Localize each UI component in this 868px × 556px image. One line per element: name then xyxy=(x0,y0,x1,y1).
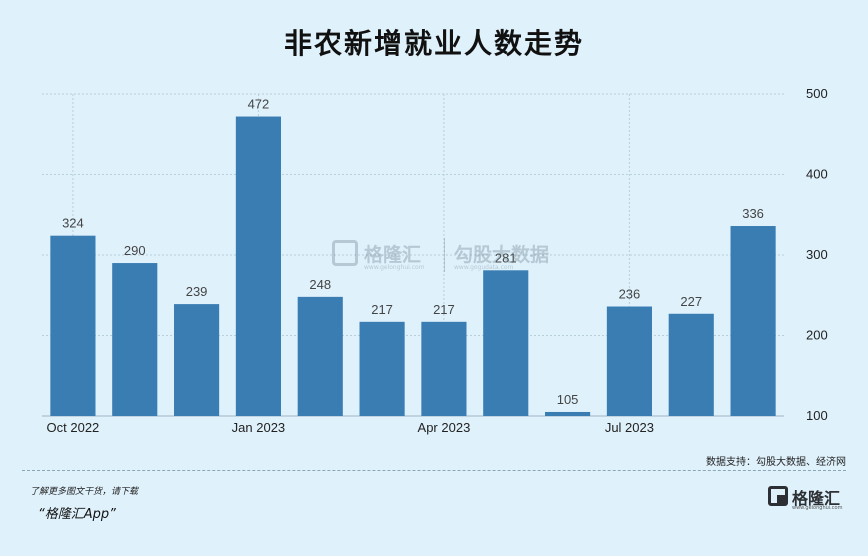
data-label: 472 xyxy=(248,97,270,112)
bar-dec-2022 xyxy=(174,304,220,416)
logo-url: www.gelonghui.com xyxy=(792,505,843,511)
watermark-logo-icon xyxy=(332,240,358,266)
watermark-brand-2: 勾股大数据 xyxy=(454,244,550,266)
logo-icon xyxy=(768,486,788,506)
bar-feb-2023 xyxy=(297,296,343,416)
watermark: 格隆汇 www.gelonghui.com 勾股大数据 www.gogudata… xyxy=(332,234,572,278)
watermark-separator xyxy=(444,238,445,272)
data-label: 290 xyxy=(124,243,146,258)
bar-jul-2023 xyxy=(606,306,652,416)
y-tick-label: 300 xyxy=(806,247,828,262)
y-tick-label: 400 xyxy=(806,167,828,182)
data-label: 239 xyxy=(186,284,208,299)
logo-text: 格隆汇 xyxy=(792,489,841,508)
chart-title: 非农新增就业人数走势 xyxy=(283,27,584,60)
bar-jun-2023 xyxy=(545,411,591,416)
x-axis-ticks: Oct 2022 Jan 2023 Apr 2023 Jul 2023 xyxy=(47,420,654,435)
y-tick-label: 200 xyxy=(806,328,828,343)
bar-apr-2023 xyxy=(421,321,467,416)
x-tick-label: Jul 2023 xyxy=(605,420,654,435)
data-label: 248 xyxy=(309,277,331,292)
data-label: 217 xyxy=(433,302,455,317)
x-tick-label: Oct 2022 xyxy=(47,420,100,435)
bar-jan-2023 xyxy=(235,116,281,416)
watermark-brand-1-url: www.gelonghui.com xyxy=(364,264,425,271)
data-label: 336 xyxy=(742,206,764,221)
data-label: 324 xyxy=(62,216,84,231)
data-label: 236 xyxy=(619,287,641,302)
data-label: 227 xyxy=(680,294,702,309)
y-tick-label: 100 xyxy=(806,408,828,423)
data-label: 281 xyxy=(495,250,517,265)
watermark-brand-2-url: www.gogudata.com xyxy=(454,264,514,271)
bar-aug-2023 xyxy=(668,313,714,416)
footer-divider xyxy=(22,470,846,471)
data-source: 数据支持：勾股大数据、经济网 xyxy=(706,457,846,468)
y-tick-label: 500 xyxy=(806,86,828,101)
bar-group xyxy=(50,116,776,416)
bar-mar-2023 xyxy=(359,321,405,416)
bar-sep-2023 xyxy=(730,226,776,416)
gelonghui-logo[interactable]: 格隆汇 www.gelonghui.com xyxy=(768,486,858,516)
x-tick-label: Apr 2023 xyxy=(418,420,471,435)
footer-app-name: “格隆汇App” xyxy=(38,507,116,522)
data-labels: 324 290 239 472 248 217 217 281 105 236 227 336 xyxy=(62,97,764,407)
bar-may-2023 xyxy=(483,270,529,416)
data-label: 217 xyxy=(371,302,393,317)
bar-oct-2022 xyxy=(50,235,96,416)
y-axis-ticks: 100 200 300 400 500 xyxy=(806,86,828,423)
footer-promo-text: 了解更多图文干货，请下载 xyxy=(30,487,139,497)
bar-nov-2022 xyxy=(112,263,158,416)
x-tick-label: Jan 2023 xyxy=(232,420,286,435)
data-label: 105 xyxy=(557,392,579,407)
watermark-brand-1: 格隆汇 xyxy=(364,244,422,266)
